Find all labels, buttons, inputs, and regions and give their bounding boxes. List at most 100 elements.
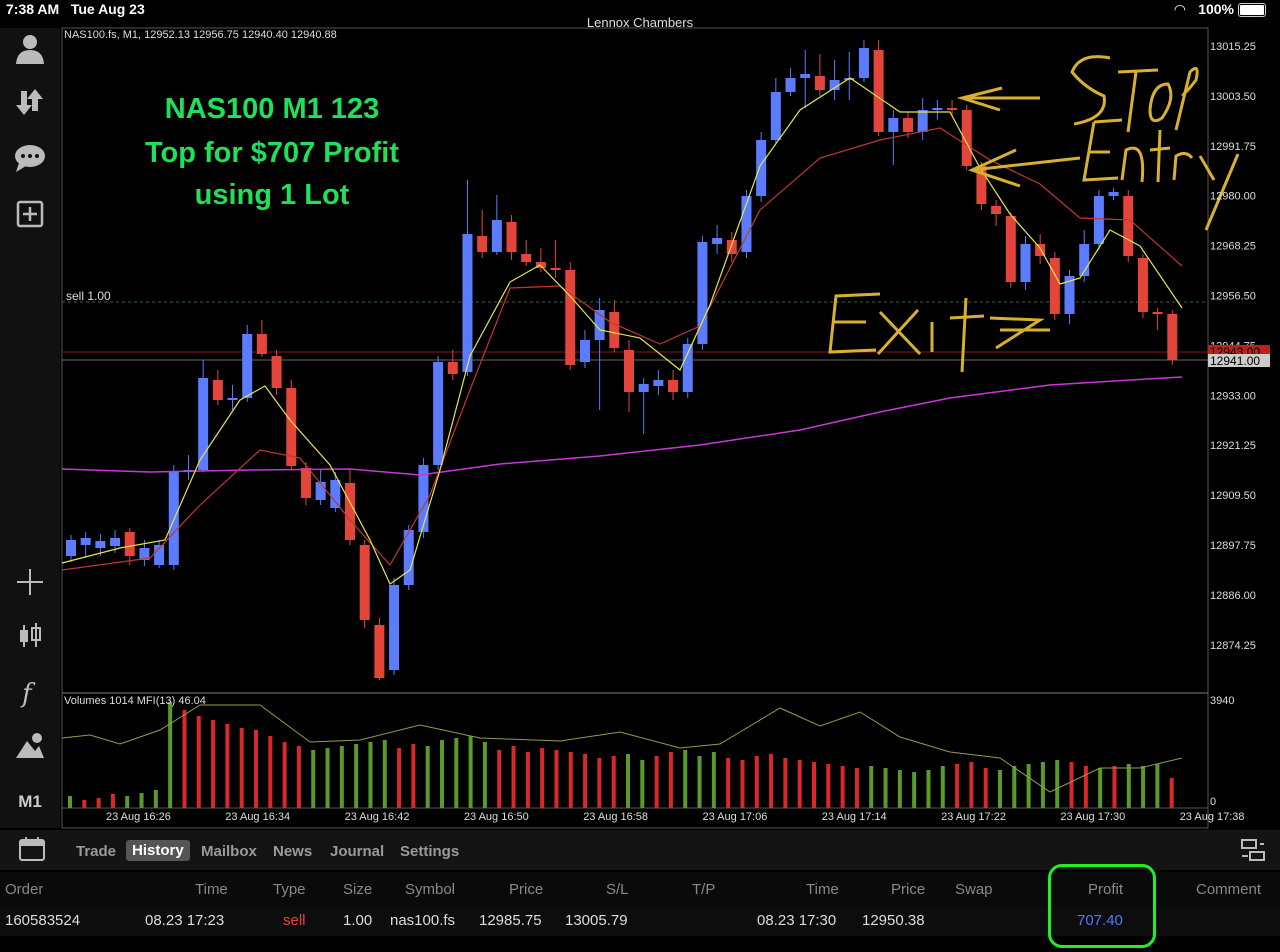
- volume-bar: [568, 752, 573, 808]
- candle-body: [300, 468, 311, 498]
- volume-bar: [969, 762, 974, 808]
- candle-body: [888, 118, 899, 132]
- layout-toggle-icon[interactable]: [1240, 838, 1266, 867]
- chart-type-icon[interactable]: [10, 618, 50, 654]
- candle-body: [814, 76, 825, 90]
- timeframe-button[interactable]: M1: [18, 792, 42, 811]
- volume-bar: [754, 756, 759, 808]
- trade-transfer-icon[interactable]: [10, 84, 50, 120]
- volume-bar: [1155, 764, 1160, 808]
- battery-icon: [1238, 3, 1266, 17]
- col-open-price[interactable]: Price: [509, 881, 544, 898]
- volume-bar: [1069, 762, 1074, 808]
- calendar-icon[interactable]: [18, 836, 46, 867]
- time-tick-label: 23 Aug 17:14: [822, 811, 887, 823]
- candle-body: [947, 108, 958, 110]
- history-table-header: Order Time Type Size Symbol Price S/L T/…: [0, 872, 1280, 906]
- candle-body: [1093, 196, 1104, 244]
- volume-bar: [1040, 762, 1045, 808]
- candle-body: [506, 222, 517, 252]
- cell-profit: 707.40: [1077, 912, 1123, 929]
- price-tick-label: 12874.25: [1210, 640, 1256, 652]
- candle-body: [770, 92, 781, 140]
- crosshair-icon[interactable]: [10, 564, 50, 600]
- col-comment[interactable]: Comment: [1196, 881, 1262, 898]
- volume-bar: [211, 720, 216, 808]
- tab-history[interactable]: History: [126, 840, 190, 861]
- volume-bar: [254, 730, 258, 808]
- volume-bar: [697, 756, 702, 808]
- col-swap[interactable]: Swap: [955, 881, 993, 898]
- chart-grid: [61, 27, 1209, 829]
- candle-body: [873, 50, 884, 132]
- chat-icon[interactable]: [10, 140, 50, 176]
- tab-news[interactable]: News: [273, 843, 313, 860]
- position-label: sell 1.00: [66, 289, 111, 303]
- candle-body: [256, 334, 267, 354]
- account-icon[interactable]: [10, 30, 50, 66]
- candle-body: [447, 362, 458, 374]
- volume-bar: [411, 744, 416, 808]
- annotation-entry: [967, 118, 1240, 231]
- volume-bar: [983, 768, 988, 808]
- volume-label: Volumes 1014 MFI(13) 46.04: [64, 695, 206, 707]
- col-sl[interactable]: S/L: [606, 881, 629, 898]
- candle-body: [212, 380, 223, 400]
- ask-price-tag: 12941.00: [1210, 354, 1260, 368]
- volume-bar: [168, 702, 173, 808]
- candle-body: [1035, 244, 1046, 256]
- volume-bar: [826, 764, 831, 808]
- candle-body: [991, 206, 1002, 214]
- cell-close-time: 08.23 17:30: [757, 912, 837, 929]
- tab-settings[interactable]: Settings: [400, 843, 460, 860]
- volume-bar: [611, 756, 616, 808]
- col-close-price[interactable]: Price: [891, 881, 926, 898]
- candle-body: [903, 118, 913, 132]
- indicators-icon[interactable]: f: [10, 674, 50, 710]
- volume-bar: [239, 728, 244, 808]
- candle-body: [653, 380, 664, 386]
- candle-body: [124, 532, 135, 556]
- candle-body: [521, 254, 532, 262]
- window-title: Lennox Chambers: [586, 15, 694, 30]
- price-tick-label: 13015.25: [1210, 41, 1256, 53]
- volume-bar: [110, 794, 115, 808]
- volume-bar: [268, 736, 273, 808]
- tab-journal[interactable]: Journal: [330, 843, 385, 860]
- candle-body: [154, 545, 165, 565]
- col-order[interactable]: Order: [5, 881, 44, 898]
- candle-body: [638, 384, 649, 392]
- volume-bar: [897, 770, 902, 808]
- objects-icon[interactable]: [10, 728, 50, 764]
- candle-body: [682, 344, 693, 392]
- candle-body: [389, 585, 400, 670]
- volume-bar: [554, 750, 559, 808]
- volume-bar: [282, 742, 287, 808]
- col-profit[interactable]: Profit: [1088, 881, 1124, 898]
- col-symbol[interactable]: Symbol: [405, 881, 456, 898]
- volume-bar: [468, 736, 473, 808]
- volume-bar: [1098, 768, 1103, 808]
- volume-bar: [883, 768, 888, 808]
- tab-mailbox[interactable]: Mailbox: [201, 843, 257, 860]
- battery-percent: 100%: [1198, 1, 1234, 17]
- candle-body: [712, 238, 723, 244]
- price-chart[interactable]: 13015.25 13003.50 12991.75 12980.00 12968.25…: [0, 0, 1280, 830]
- table-row[interactable]: 160583524 08.23 17:23 sell 1.00 nas100.f…: [0, 906, 1280, 936]
- candle-body: [315, 482, 326, 500]
- volume-bar: [153, 790, 158, 808]
- volume-bar: [583, 754, 588, 808]
- col-size[interactable]: Size: [343, 881, 373, 898]
- candle-body: [594, 310, 605, 340]
- overlay-title: NAS100 M1 123 Top for $707 Profit using …: [145, 93, 399, 211]
- add-chart-icon[interactable]: [10, 196, 50, 232]
- candle-body: [741, 196, 752, 252]
- volume-bar: [769, 754, 774, 808]
- col-open-time[interactable]: Time: [195, 881, 228, 898]
- price-tick-label: 12956.50: [1210, 291, 1256, 303]
- col-type[interactable]: Type: [273, 881, 306, 898]
- col-close-time[interactable]: Time: [806, 881, 839, 898]
- col-tp[interactable]: T/P: [692, 881, 716, 898]
- volume-bar: [368, 742, 373, 808]
- tab-trade[interactable]: Trade: [76, 843, 117, 860]
